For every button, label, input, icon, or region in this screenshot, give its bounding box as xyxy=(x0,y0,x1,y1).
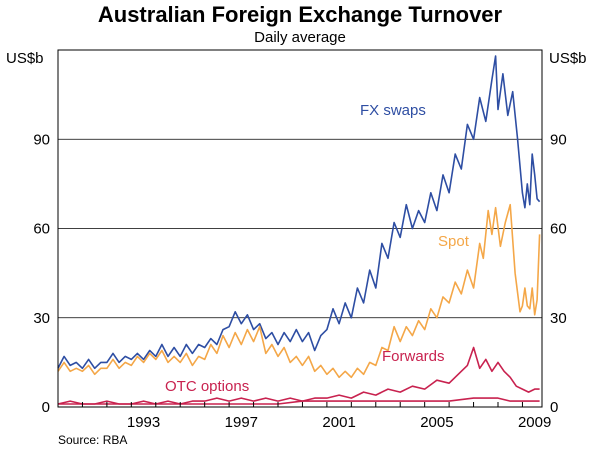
x-tick-label-2001: 2001 xyxy=(322,414,355,431)
y-tick-label-left-30: 30 xyxy=(33,310,50,327)
series-label-fx-swaps: FX swaps xyxy=(360,102,426,119)
chart-subtitle: Daily average xyxy=(254,29,346,46)
y-tick-label-left-0: 0 xyxy=(42,399,50,416)
y-tick-label-right-30: 30 xyxy=(550,310,567,327)
series-label-otc-options: OTC options xyxy=(165,378,249,395)
series-line-otc-options xyxy=(58,397,540,405)
series-line-fx-swaps xyxy=(57,55,541,370)
y-tick-label-left-90: 90 xyxy=(33,131,50,148)
chart-title: Australian Foreign Exchange Turnover xyxy=(97,2,503,27)
plot-frame xyxy=(57,49,543,408)
x-tick-label-1993: 1993 xyxy=(127,414,160,431)
series-label-forwards: Forwards xyxy=(382,348,445,365)
y-axis-unit-right: US$b xyxy=(549,50,587,67)
frame-layer xyxy=(57,49,543,408)
y-tick-label-right-0: 0 xyxy=(550,399,558,416)
series-line-spot xyxy=(57,203,541,379)
y-tick-label-right-60: 60 xyxy=(550,221,567,238)
source-note: Source: RBA xyxy=(58,433,128,447)
series-label-layer: FX swaps Spot Forwards OTC options xyxy=(165,102,470,395)
grid-layer xyxy=(58,138,542,319)
x-tick-label-1997: 1997 xyxy=(225,414,258,431)
x-tick-label-2009: 2009 xyxy=(518,414,551,431)
x-tick-label-2005: 2005 xyxy=(420,414,453,431)
y-tick-label-left-60: 60 xyxy=(33,221,50,238)
series-layer xyxy=(57,55,541,405)
series-label-spot: Spot xyxy=(438,233,470,250)
y-tick-label-right-90: 90 xyxy=(550,131,567,148)
series-line-forwards xyxy=(57,346,540,405)
y-axis-unit-left: US$b xyxy=(6,50,44,67)
